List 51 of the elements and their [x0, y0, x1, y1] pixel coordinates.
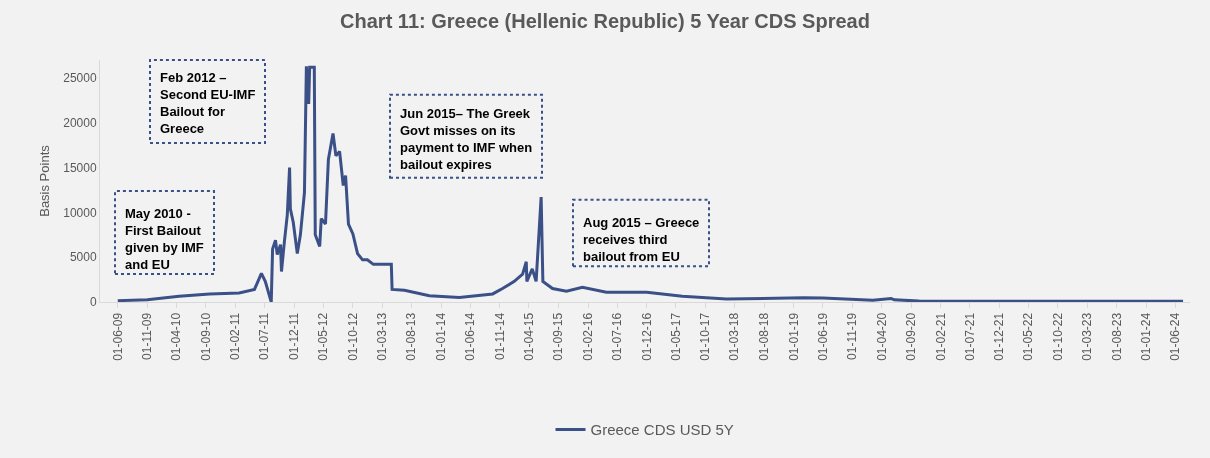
line-series — [116, 64, 1185, 302]
y-tick-label: 0 — [89, 295, 97, 310]
x-tick-label: 01-11-19 — [845, 312, 860, 360]
x-tick-label: 01-11-14 — [492, 312, 507, 360]
x-tick-label: 01-10-22 — [1050, 312, 1065, 361]
x-tick-label: 01-06-19 — [815, 312, 830, 361]
x-tick-label: 01-08-13 — [404, 312, 419, 361]
x-tick-label: 01-12-21 — [992, 312, 1007, 361]
x-tick-label: 01-04-10 — [169, 312, 184, 361]
x-tick-label: 01-05-12 — [316, 312, 331, 361]
y-tick-label: 15000 — [63, 160, 97, 175]
y-tick-label: 20000 — [63, 115, 97, 130]
x-tick-label: 01-06-09 — [110, 312, 125, 361]
x-tick-label: 01-07-16 — [610, 312, 625, 361]
x-tick-label: 01-01-19 — [786, 312, 801, 361]
x-tick-label: 01-08-18 — [757, 312, 772, 361]
x-tick-label: 01-02-16 — [580, 312, 595, 361]
x-tick-label: 01-08-23 — [1109, 312, 1124, 361]
x-tick-label: 01-05-22 — [1021, 312, 1036, 361]
x-tick-label: 01-04-20 — [874, 312, 889, 361]
annotation: Aug 2015 – Greece receives third bailout from EU — [583, 215, 700, 264]
x-tick-label: 01-10-17 — [698, 312, 713, 361]
x-tick-label: 01-11-09 — [140, 312, 155, 360]
x-tick-label: 01-02-11 — [228, 312, 243, 360]
x-tick-label: 01-04-15 — [521, 312, 536, 361]
x-tick-label: 01-03-23 — [1080, 312, 1094, 361]
x-tick-label: 01-12-11 — [286, 312, 301, 360]
annotation: Jun 2015– The Greek Govt misses on its payment to IMF when bailout expires — [400, 106, 533, 172]
x-tick-label: 01-07-21 — [962, 312, 977, 361]
x-tick-label: 01-05-17 — [668, 312, 683, 361]
chart-title: Chart 11: Greece (Hellenic Republic) 5 Year CDS Spread — [340, 9, 870, 32]
x-tick-label: 01-07-11 — [257, 312, 272, 360]
x-tick-label: 01-06-24 — [1168, 312, 1183, 361]
y-tick-label: 10000 — [63, 205, 97, 220]
annotation: Feb 2012 – Second EU-IMF Bailout for Greece — [160, 70, 256, 136]
x-tick-label: 01-09-10 — [198, 312, 213, 361]
x-tick-label: 01-03-18 — [727, 312, 742, 361]
x-tick-label: 01-10-12 — [345, 312, 360, 361]
x-tick-label: 01-03-13 — [374, 312, 389, 361]
annotation: May 2010 - First Bailout given by IMF and EU — [125, 206, 204, 272]
x-tick-label: 01-09-15 — [551, 312, 566, 361]
x-tick-label: 01-01-24 — [1139, 312, 1154, 361]
y-axis-title: Basis Points — [37, 144, 53, 217]
x-tick-label: 01-06-14 — [463, 312, 478, 361]
x-tick-label: 01-09-20 — [904, 312, 919, 361]
x-tick-label: 01-01-14 — [434, 312, 449, 361]
legend-label: Greece CDS USD 5Y — [590, 421, 734, 439]
x-tick-label: 01-02-21 — [933, 312, 948, 361]
y-tick-label: 5000 — [69, 250, 97, 265]
y-tick-label: 25000 — [63, 71, 97, 86]
x-tick-label: 01-12-16 — [639, 312, 654, 361]
